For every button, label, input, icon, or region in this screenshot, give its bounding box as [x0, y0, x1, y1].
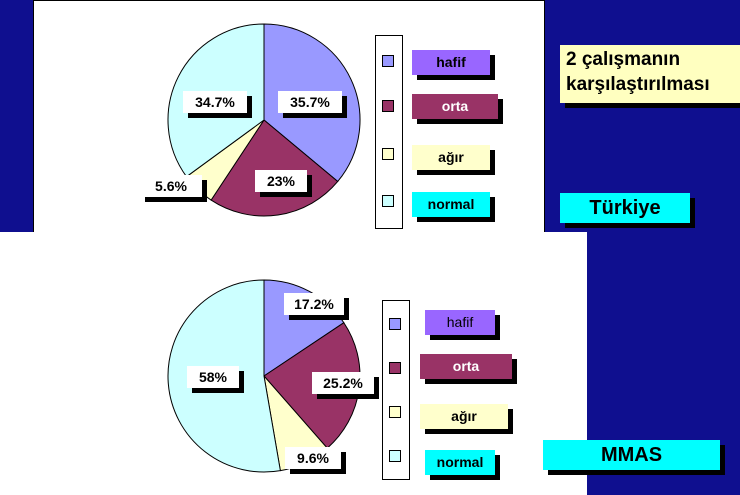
label-bottom-agir: 9.6% — [285, 447, 341, 469]
label-bottom-normal: 58% — [187, 366, 239, 388]
legend-bottom-label-hafif: hafif — [425, 310, 495, 335]
legend-top-label-orta: orta — [412, 94, 498, 119]
title-line-1: 2 çalışmanın — [566, 49, 681, 70]
legend-top-swatch-normal — [382, 195, 394, 207]
legend-bottom-label-orta: orta — [420, 354, 512, 379]
label-top-hafif: 35.7% — [278, 91, 342, 113]
label-bottom-hafif: 17.2% — [284, 293, 344, 315]
label-top-orta: 23% — [255, 170, 307, 192]
legend-top-swatch-agir — [382, 148, 394, 160]
label-bottom-orta: 25.2% — [312, 372, 374, 394]
page-title: 2 çalışmanın karşılaştırılması — [560, 45, 740, 103]
label-top-normal: 34.7% — [183, 91, 247, 113]
legend-top-label-hafif: hafif — [412, 50, 490, 75]
legend-top-swatch-orta — [382, 100, 394, 112]
title-line-2: karşılaştırılması — [566, 74, 710, 95]
legend-top-swatch-hafif — [382, 55, 394, 67]
legend-bottom-swatch-agir — [389, 406, 401, 418]
label-top-agir: 5.6% — [140, 175, 202, 197]
group-label-mmas: MMAS — [543, 440, 720, 470]
legend-bottom-swatch-normal — [389, 450, 401, 462]
legend-bottom-swatch-orta — [389, 362, 401, 374]
group-label-turkiye: Türkiye — [560, 193, 690, 223]
legend-top-label-normal: normal — [412, 192, 490, 217]
legend-bottom-label-agir: ağır — [420, 404, 508, 429]
legend-bottom-swatch-hafif — [389, 318, 401, 330]
legend-top-label-agir: ağır — [412, 145, 490, 170]
legend-bottom-label-normal: normal — [425, 450, 495, 475]
